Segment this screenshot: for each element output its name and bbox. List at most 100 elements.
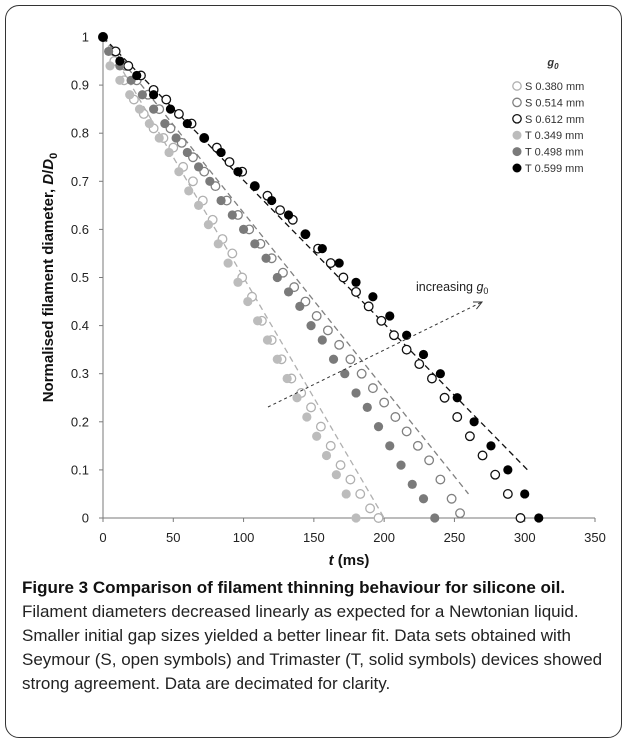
x-tick-label: 100 [233, 530, 255, 545]
data-point [262, 335, 273, 345]
data-point [317, 335, 327, 345]
legend-title: g0 [546, 57, 559, 71]
data-point [182, 118, 192, 129]
data-point [275, 205, 286, 216]
data-point [282, 373, 292, 384]
legend-label: T 0.349 mm [525, 130, 584, 142]
data-point [238, 224, 249, 234]
annotation: increasing g0 [267, 280, 488, 408]
data-point [367, 383, 378, 394]
data-point [396, 460, 406, 470]
data-point [363, 301, 374, 312]
data-point [385, 311, 395, 321]
data-point [302, 412, 312, 422]
data-point [171, 133, 181, 143]
data-point [243, 296, 253, 307]
data-point [317, 244, 327, 254]
x-tick-label: 200 [373, 530, 395, 545]
data-point [452, 412, 463, 422]
caption-body: Filament diameters decreased linearly as… [22, 602, 603, 693]
data-point [205, 176, 215, 186]
data-point [149, 104, 159, 114]
data-point [389, 330, 399, 341]
data-point [134, 104, 145, 114]
data-point [137, 90, 147, 100]
data-point [464, 431, 475, 442]
data-point [385, 441, 395, 451]
data-point [216, 147, 226, 158]
data-point [362, 402, 372, 412]
data-point [104, 46, 114, 57]
y-tick-label: 0.9 [71, 78, 89, 93]
data-point [223, 258, 233, 268]
data-point [295, 301, 305, 311]
data-point [414, 359, 425, 370]
legend-marker [512, 163, 522, 173]
data-point [213, 239, 223, 249]
caption-title: Figure 3 Comparison of filament thinning… [22, 578, 566, 597]
data-point [312, 431, 322, 441]
data-point [292, 393, 302, 403]
data-point [98, 32, 108, 42]
data-point [224, 157, 235, 168]
data-point [515, 513, 526, 523]
legend-marker [512, 147, 522, 157]
data-point [477, 450, 488, 461]
chart-axes: 0 0.1 0.2 0.3 0.4 0.5 0.6 0.7 0.8 0.9 1 0 50 100 150 20… [40, 30, 606, 570]
data-point [149, 90, 159, 100]
data-point [173, 109, 184, 119]
data-point [267, 195, 277, 206]
data-point [123, 60, 134, 71]
data-point [435, 369, 445, 379]
x-tick-label: 50 [166, 530, 180, 545]
data-point [182, 147, 192, 158]
data-point [426, 373, 437, 384]
data-point [335, 460, 346, 471]
data-point [435, 474, 446, 485]
data-point [345, 354, 356, 365]
data-point [379, 397, 390, 408]
legend-marker [512, 113, 522, 124]
data-point [115, 56, 125, 66]
data-point [193, 162, 204, 172]
data-point [373, 422, 384, 432]
x-tick-label: 300 [514, 530, 536, 545]
legend-label: T 0.599 mm [525, 163, 584, 175]
series-t-0-498-mm [104, 46, 440, 523]
legend-marker [512, 130, 522, 140]
data-point [233, 277, 243, 287]
data-point [105, 61, 115, 71]
data-point [250, 239, 260, 249]
data-point [355, 489, 366, 499]
data-point [315, 421, 326, 432]
y-tick-label: 0.7 [71, 174, 89, 189]
data-point [325, 440, 336, 451]
data-point [115, 75, 125, 85]
annotation-label: increasing g0 [416, 280, 488, 296]
data-point [160, 118, 170, 129]
data-point [272, 354, 282, 364]
series-t-0-349-mm [105, 61, 361, 523]
data-point [132, 70, 142, 81]
y-tick-label: 0.1 [71, 462, 89, 477]
data-point [283, 210, 294, 220]
data-point [430, 513, 440, 523]
x-tick-label: 0 [99, 530, 106, 545]
legend-label: S 0.514 mm [525, 97, 584, 109]
data-point [322, 325, 333, 336]
data-point [351, 277, 361, 287]
scatter-chart: 0 0.1 0.2 0.3 0.4 0.5 0.6 0.7 0.8 0.9 1 0 50 100 150 20… [40, 30, 606, 570]
data-point [401, 426, 412, 437]
data-point [306, 402, 316, 413]
data-point [351, 513, 361, 523]
data-point [503, 465, 513, 475]
data-point [502, 489, 513, 499]
fit-line [102, 36, 385, 519]
data-point [351, 286, 361, 297]
data-point [250, 181, 260, 191]
data-point [154, 133, 164, 143]
data-point [216, 195, 226, 206]
legend-marker [512, 97, 522, 108]
data-point [227, 210, 237, 220]
legend-label: S 0.612 mm [525, 114, 584, 126]
